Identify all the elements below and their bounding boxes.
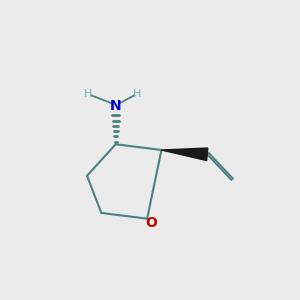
Text: H: H — [84, 89, 93, 99]
Text: N: N — [110, 99, 122, 113]
Polygon shape — [161, 148, 208, 161]
Text: O: O — [146, 216, 158, 230]
Text: H: H — [133, 89, 141, 99]
